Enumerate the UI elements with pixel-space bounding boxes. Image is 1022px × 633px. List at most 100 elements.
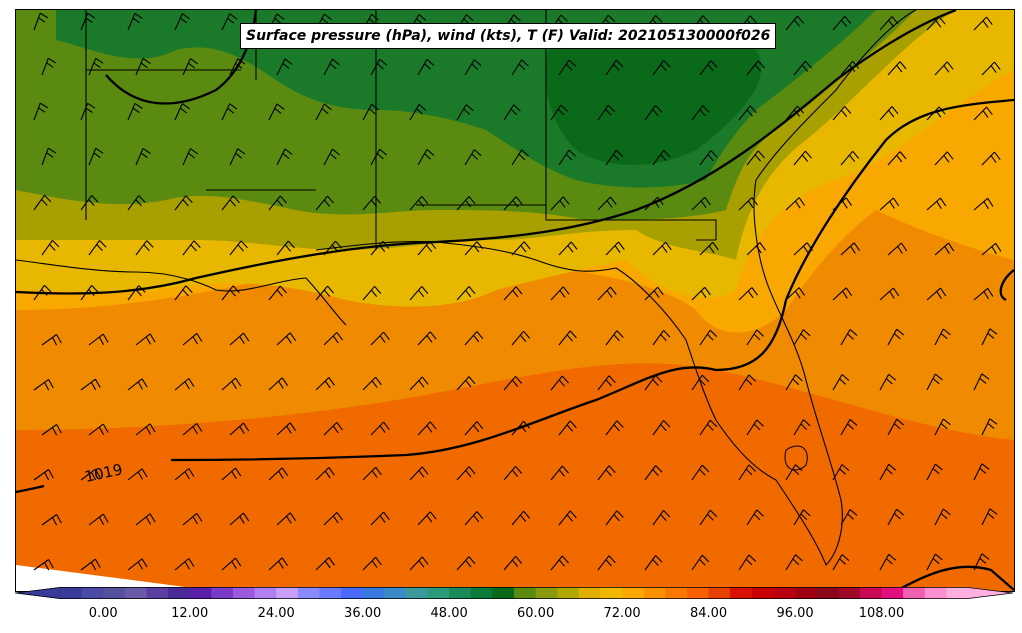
wind-barb	[981, 242, 1002, 256]
wind-barb	[793, 419, 811, 436]
wind-barb	[80, 285, 99, 301]
wind-barb	[605, 330, 624, 346]
wind-barb	[88, 57, 104, 76]
wind-barb	[981, 151, 1001, 166]
wind-barb	[370, 58, 388, 76]
wind-barb	[738, 197, 758, 211]
colorbar-segment	[535, 587, 558, 599]
wind-barb	[981, 328, 998, 346]
wind-barb	[464, 241, 484, 256]
wind-barb	[511, 330, 531, 346]
wind-barb	[785, 15, 805, 31]
wind-barb	[503, 375, 523, 391]
colorbar-segment	[730, 587, 753, 599]
wind-barb	[80, 378, 101, 391]
wind-barb	[973, 553, 990, 571]
colorbar-segment	[297, 587, 320, 599]
colorbar-segment	[600, 587, 623, 599]
wind-barb	[315, 557, 335, 571]
wind-barb	[174, 558, 195, 571]
wind-barb	[409, 466, 429, 481]
wind-barb	[934, 508, 951, 526]
wind-barb	[127, 558, 148, 571]
wind-barb	[840, 328, 858, 346]
wind-barb	[699, 150, 718, 166]
wind-barb	[276, 240, 295, 256]
colorbar-segment	[276, 587, 299, 599]
colorbar-segment	[81, 587, 104, 599]
wind-barb	[981, 508, 998, 526]
colorbar-tick-label: 96.00	[776, 606, 814, 621]
wind-barb	[417, 331, 437, 346]
wind-barb	[80, 12, 96, 31]
wind-barb	[464, 331, 484, 346]
wind-barb	[691, 374, 710, 391]
wind-barb	[926, 287, 947, 301]
wind-barb	[409, 196, 429, 211]
wind-barb	[135, 513, 156, 526]
wind-barb	[597, 196, 617, 211]
colorbar-segment	[816, 587, 839, 599]
wind-barb	[80, 558, 101, 571]
colorbar-tick-label: 0.00	[88, 606, 118, 621]
wind-barb	[926, 106, 946, 121]
wind-barb	[746, 60, 765, 76]
wind-barb	[221, 103, 238, 121]
colorbar-segment	[903, 587, 926, 599]
wind-barb	[362, 376, 382, 391]
wind-barb	[174, 285, 193, 301]
wind-barb	[511, 420, 531, 436]
colorbar-segment	[211, 587, 234, 599]
wind-barb	[691, 196, 711, 211]
wind-barb	[699, 241, 719, 256]
colorbar-segment	[384, 587, 407, 599]
wind-barb	[558, 241, 578, 256]
isobar-north	[16, 10, 957, 295]
wind-barb	[409, 103, 427, 121]
wind-barb	[550, 465, 569, 481]
wind-barb	[80, 468, 101, 481]
wind-barb	[926, 373, 943, 391]
wind-barb	[605, 241, 625, 256]
map-panel: 1019 Surface pressure (hPa), wind (kts),…	[15, 9, 1015, 592]
colorbar-segment	[881, 587, 904, 599]
wind-barb	[276, 422, 297, 436]
wind-barb	[315, 285, 335, 301]
colorbar-segment	[773, 587, 796, 599]
wind-barb	[597, 375, 616, 391]
wind-barb	[323, 58, 340, 76]
wind-barb	[182, 422, 203, 436]
colorbar-tick-label: 84.00	[689, 606, 728, 621]
wind-barb	[135, 147, 151, 166]
wind-barb	[511, 241, 531, 256]
wind-barb	[174, 103, 190, 121]
colorbar-segment	[146, 587, 169, 599]
wind-barb	[221, 557, 242, 571]
wind-barb	[80, 102, 96, 121]
isobar-southwest	[16, 484, 45, 494]
wind-barb	[691, 286, 711, 301]
wind-barb	[135, 240, 154, 256]
wind-barb	[315, 103, 332, 121]
wind-barb	[323, 240, 343, 256]
wind-barb	[738, 464, 756, 481]
wind-barb	[879, 553, 897, 571]
wind-barb	[973, 106, 993, 121]
wind-barb	[746, 509, 764, 526]
wind-barb	[456, 286, 476, 301]
wind-barb	[229, 148, 246, 166]
wind-barb	[934, 328, 951, 346]
wind-barb	[41, 239, 60, 256]
wind-barb	[174, 378, 195, 391]
wind-barb	[558, 149, 577, 166]
colorbar-outline	[15, 587, 1013, 599]
wind-barb	[268, 285, 287, 301]
colorbar-segment	[838, 587, 861, 599]
wind-barb	[268, 557, 289, 571]
wind-barb	[840, 508, 858, 526]
wind-barb	[934, 151, 954, 166]
wind-barb	[135, 423, 156, 436]
wind-barb	[550, 104, 568, 121]
wind-barb	[417, 148, 435, 166]
wind-barb	[268, 377, 289, 391]
